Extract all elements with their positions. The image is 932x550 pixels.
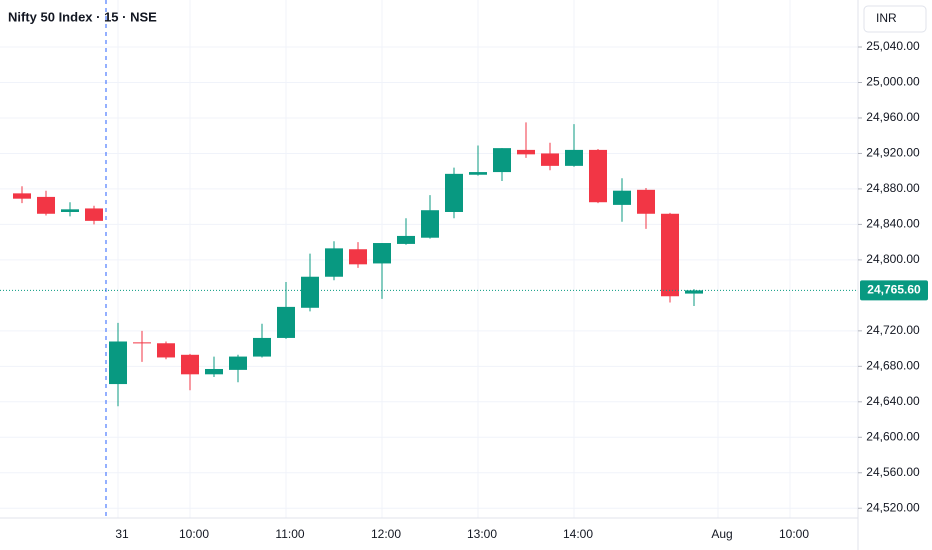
y-tick-label: 24,880.00 (866, 181, 920, 195)
candle-body (613, 190, 631, 205)
currency-button[interactable] (863, 5, 927, 33)
candle-body (181, 354, 199, 375)
candle-body (37, 196, 55, 214)
candle-body (637, 189, 655, 214)
candle-body (349, 249, 367, 265)
y-tick-label: 25,000.00 (866, 75, 920, 89)
candle-body (229, 356, 247, 370)
last-price-tag (860, 280, 928, 301)
candle-body (133, 342, 151, 344)
y-tick-label: 24,680.00 (866, 358, 920, 372)
chart-title: Nifty 50 Index · 15 · NSE (8, 9, 157, 24)
axes: 25,040.00 25,000.00 24,960.00 24,920.00 24,8… (115, 39, 928, 541)
candle-body (301, 276, 319, 308)
x-tick-label: 12:00 (371, 527, 401, 541)
candle-body (157, 343, 175, 358)
x-tick-label: 10:00 (179, 527, 209, 541)
y-tick-label: 24,800.00 (866, 252, 920, 266)
candle-body (589, 149, 607, 203)
candle-body (685, 290, 703, 294)
candle-body (205, 368, 223, 375)
x-tick-label: 10:00 (779, 527, 809, 541)
candle-body (13, 193, 31, 199)
last-price-label: 24,765.60 (867, 283, 921, 297)
y-tick-label: 25,040.00 (866, 39, 920, 53)
candle-body (253, 337, 271, 357)
candle-body (661, 213, 679, 297)
y-tick-label: 24,520.00 (866, 500, 920, 514)
candle-body (397, 235, 415, 244)
y-tick-label: 24,600.00 (866, 429, 920, 443)
x-tick-label: 11:00 (275, 527, 304, 541)
currency-label[interactable]: INR (876, 11, 897, 25)
candle-body (445, 173, 463, 212)
candle-body (325, 248, 343, 277)
candle-body (541, 153, 559, 166)
candle-body (373, 243, 391, 264)
candle-body (469, 172, 487, 175)
y-tick-label: 24,720.00 (866, 323, 920, 337)
x-tick-label: Aug (711, 527, 732, 541)
candle-body (109, 341, 127, 385)
y-tick-label: 24,920.00 (866, 146, 920, 160)
candle-body (565, 149, 583, 166)
candle-body (277, 306, 295, 338)
candle-body (61, 209, 79, 212)
x-tick-label: 13:00 (467, 527, 497, 541)
y-tick-label: 24,640.00 (866, 394, 920, 408)
x-tick-label: 14:00 (563, 527, 593, 541)
candle-body (85, 208, 103, 221)
y-tick-label: 24,560.00 (866, 465, 920, 479)
candle-body (517, 149, 535, 155)
x-tick-label: 31 (115, 527, 129, 541)
candles (0, 122, 858, 407)
candle-body (493, 148, 511, 173)
grid (0, 0, 858, 518)
y-tick-label: 24,960.00 (866, 110, 920, 124)
y-tick-label: 24,840.00 (866, 217, 920, 231)
candle-body (421, 210, 439, 238)
